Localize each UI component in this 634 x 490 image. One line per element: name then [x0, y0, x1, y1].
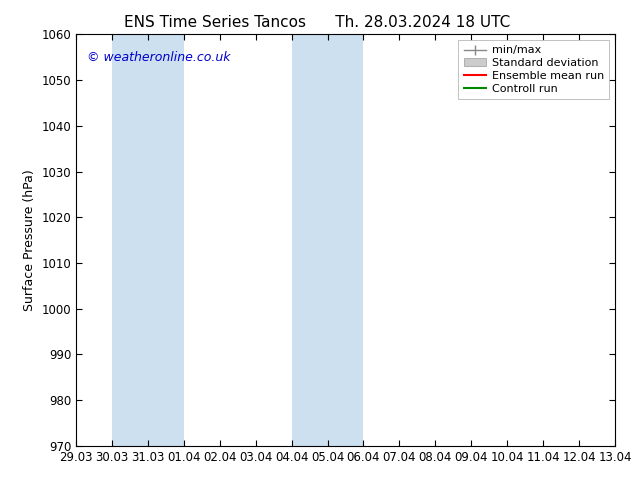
- Legend: min/max, Standard deviation, Ensemble mean run, Controll run: min/max, Standard deviation, Ensemble me…: [458, 40, 609, 99]
- Text: ENS Time Series Tancos      Th. 28.03.2024 18 UTC: ENS Time Series Tancos Th. 28.03.2024 18…: [124, 15, 510, 30]
- Bar: [292, 34, 363, 446]
- Bar: [112, 34, 184, 446]
- Y-axis label: Surface Pressure (hPa): Surface Pressure (hPa): [23, 169, 36, 311]
- Bar: [615, 34, 634, 446]
- Text: © weatheronline.co.uk: © weatheronline.co.uk: [87, 51, 230, 64]
